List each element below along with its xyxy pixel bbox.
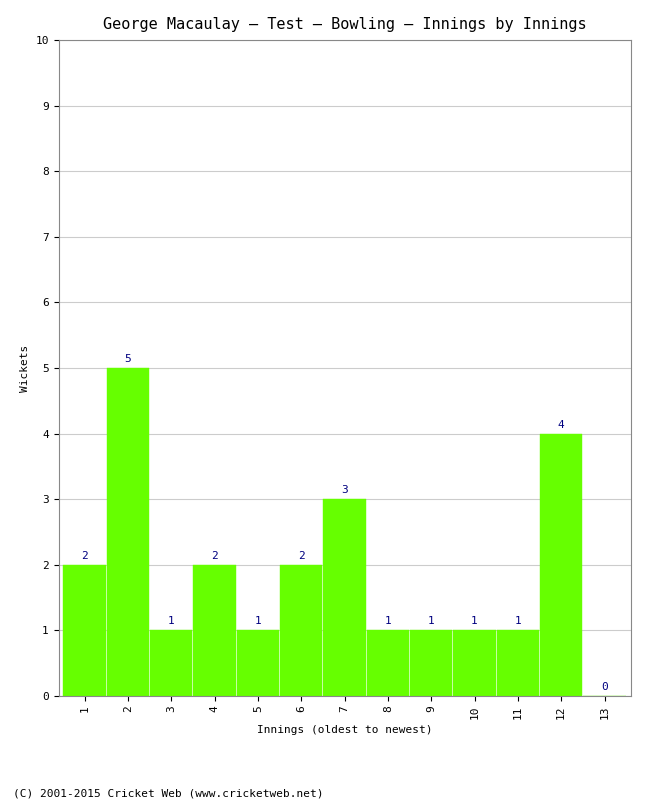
Text: 5: 5 (124, 354, 131, 364)
Text: 1: 1 (384, 617, 391, 626)
Bar (64, 565, 105, 696)
Text: 3: 3 (341, 486, 348, 495)
Text: 1: 1 (168, 617, 175, 626)
Bar (540, 434, 582, 696)
Title: George Macaulay – Test – Bowling – Innings by Innings: George Macaulay – Test – Bowling – Innin… (103, 17, 586, 32)
Bar (237, 630, 279, 696)
Bar (410, 630, 452, 696)
X-axis label: Innings (oldest to newest): Innings (oldest to newest) (257, 725, 432, 734)
Bar (454, 630, 495, 696)
Text: 1: 1 (514, 617, 521, 626)
Text: 0: 0 (601, 682, 608, 692)
Bar (324, 499, 365, 696)
Bar (107, 368, 149, 696)
Text: 2: 2 (81, 551, 88, 561)
Text: 2: 2 (298, 551, 305, 561)
Text: 1: 1 (428, 617, 435, 626)
Text: 1: 1 (254, 617, 261, 626)
Text: 2: 2 (211, 551, 218, 561)
Bar (280, 565, 322, 696)
Text: 4: 4 (558, 420, 565, 430)
Text: 1: 1 (471, 617, 478, 626)
Bar (194, 565, 235, 696)
Bar (367, 630, 409, 696)
Bar (150, 630, 192, 696)
Y-axis label: Wickets: Wickets (20, 344, 30, 392)
Text: (C) 2001-2015 Cricket Web (www.cricketweb.net): (C) 2001-2015 Cricket Web (www.cricketwe… (13, 788, 324, 798)
Bar (497, 630, 539, 696)
